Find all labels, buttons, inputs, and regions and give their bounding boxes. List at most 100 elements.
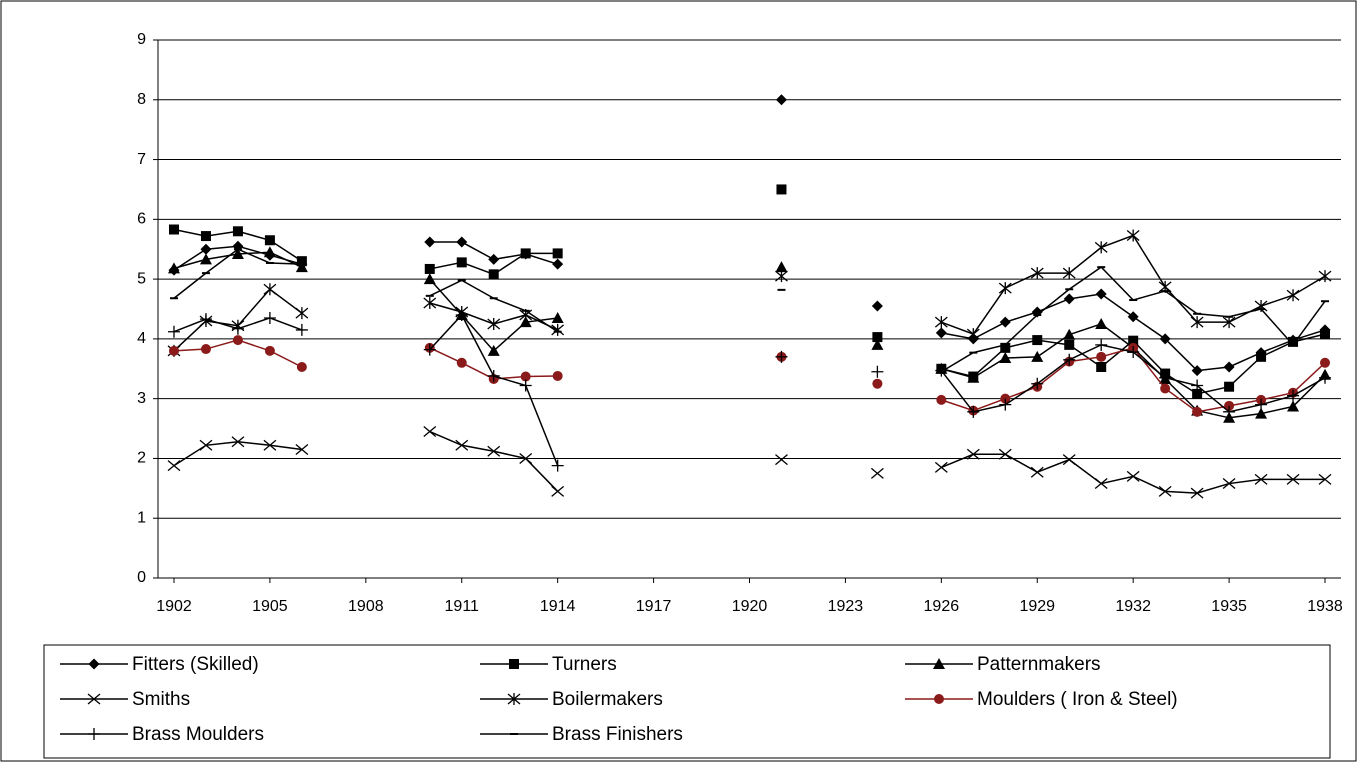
marker — [871, 300, 883, 312]
marker — [1256, 351, 1267, 362]
marker — [1255, 398, 1268, 411]
legend-label: Moulders ( Iron & Steel) — [977, 689, 1178, 710]
marker — [1222, 316, 1236, 329]
x-tick-label: 1902 — [156, 598, 192, 615]
marker — [775, 94, 787, 106]
marker — [1160, 383, 1171, 394]
marker — [1255, 407, 1268, 419]
y-tick-label: 3 — [137, 390, 146, 407]
marker — [1287, 389, 1300, 402]
x-tick-label: 1911 — [445, 598, 480, 615]
marker — [1192, 388, 1203, 399]
marker — [167, 460, 181, 472]
x-tick-label: 1920 — [732, 598, 768, 615]
marker — [552, 370, 563, 381]
marker — [934, 694, 944, 704]
marker — [423, 426, 437, 438]
marker — [999, 352, 1012, 364]
marker — [551, 311, 564, 323]
marker — [935, 327, 947, 339]
marker — [1318, 270, 1332, 283]
marker — [199, 253, 212, 265]
marker — [967, 405, 980, 418]
marker — [456, 236, 468, 248]
marker — [1063, 328, 1076, 340]
marker — [1288, 336, 1299, 347]
marker — [1063, 293, 1075, 305]
marker — [509, 659, 519, 669]
marker — [936, 394, 947, 405]
marker — [1095, 288, 1107, 300]
legend-label: Boilermakers — [552, 689, 663, 710]
marker — [1190, 316, 1204, 329]
marker — [934, 316, 948, 329]
marker — [295, 307, 309, 320]
marker — [87, 693, 101, 705]
x-tick-label: 1929 — [1019, 598, 1055, 615]
marker — [487, 369, 500, 382]
marker — [455, 439, 469, 451]
marker — [263, 283, 277, 296]
marker — [519, 452, 533, 464]
marker — [1191, 379, 1204, 392]
marker — [200, 231, 211, 242]
marker — [1126, 470, 1140, 482]
marker — [1319, 371, 1332, 384]
marker — [872, 378, 883, 389]
x-tick-label: 1938 — [1307, 598, 1343, 615]
marker — [933, 658, 945, 669]
legend-label: Fitters (Skilled) — [132, 654, 259, 675]
marker — [1032, 335, 1043, 346]
marker — [551, 323, 565, 336]
legend-label: Brass Finishers — [552, 724, 683, 745]
marker — [966, 448, 980, 460]
marker — [1094, 241, 1108, 254]
marker — [1286, 289, 1300, 302]
marker — [1095, 338, 1108, 351]
legend-box — [43, 644, 1331, 759]
marker — [775, 270, 788, 283]
marker — [998, 282, 1012, 295]
marker — [264, 345, 275, 356]
marker — [423, 343, 436, 356]
marker — [487, 344, 500, 356]
marker — [488, 253, 500, 265]
marker — [1031, 377, 1044, 390]
marker — [1062, 454, 1076, 466]
marker — [263, 439, 277, 451]
marker — [871, 365, 884, 378]
marker — [168, 345, 179, 356]
marker — [1224, 381, 1235, 392]
marker — [1000, 342, 1011, 353]
x-tick-label: 1935 — [1211, 598, 1247, 615]
marker — [967, 371, 980, 383]
marker — [231, 248, 244, 260]
x-tick-label: 1923 — [828, 598, 864, 615]
marker — [1320, 329, 1331, 340]
marker — [1127, 311, 1139, 323]
marker — [999, 316, 1011, 328]
marker — [455, 308, 468, 321]
legend-label: Patternmakers — [977, 654, 1101, 675]
marker — [870, 467, 884, 479]
marker — [263, 246, 276, 258]
x-tick-label: 1917 — [636, 598, 672, 615]
marker — [1126, 229, 1140, 242]
marker — [88, 728, 100, 740]
marker — [1063, 353, 1076, 366]
marker — [1320, 357, 1331, 368]
y-tick-label: 6 — [137, 211, 146, 228]
marker — [552, 258, 564, 270]
marker — [167, 262, 180, 274]
marker — [295, 443, 309, 455]
marker — [552, 248, 563, 259]
marker — [1094, 478, 1108, 490]
marker — [1158, 485, 1172, 497]
marker — [966, 328, 980, 341]
x-tick-label: 1932 — [1115, 598, 1151, 615]
y-tick-label: 5 — [137, 270, 146, 287]
marker — [999, 398, 1012, 411]
marker — [1287, 400, 1300, 412]
y-tick-label: 8 — [137, 91, 146, 108]
